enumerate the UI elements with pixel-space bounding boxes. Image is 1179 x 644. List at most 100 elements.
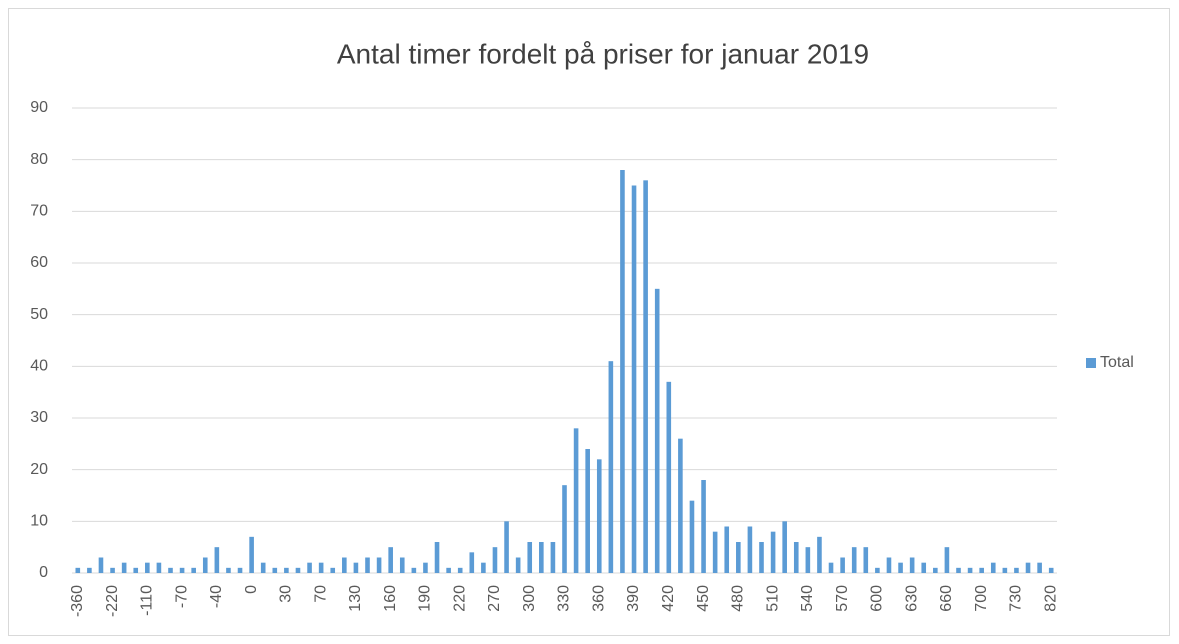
x-tick-label: 160 — [382, 585, 399, 612]
x-tick-label: 540 — [799, 585, 816, 612]
bar — [365, 557, 370, 573]
bar — [793, 542, 799, 573]
x-tick-label: 700 — [973, 585, 990, 612]
bar — [747, 526, 753, 573]
bar — [990, 562, 996, 573]
x-tick-label: -360 — [69, 585, 86, 617]
legend-swatch — [1086, 358, 1096, 368]
bar — [353, 562, 359, 573]
bar — [423, 562, 428, 573]
chart-title: Antal timer fordelt på priser for januar… — [337, 38, 869, 69]
bar — [562, 485, 567, 573]
bar — [585, 449, 590, 573]
bar — [330, 567, 336, 573]
x-tick-label: 660 — [938, 585, 955, 612]
bar — [573, 428, 579, 573]
x-tick-label: 270 — [486, 585, 503, 612]
bar — [260, 562, 266, 573]
bar — [863, 547, 869, 573]
bar — [678, 438, 683, 573]
bar — [179, 567, 185, 573]
bar — [226, 567, 231, 573]
bar — [701, 480, 706, 573]
bar — [1014, 567, 1019, 573]
bar — [434, 542, 440, 573]
x-tick-label: 420 — [660, 585, 677, 612]
bar — [759, 542, 764, 573]
bar — [851, 547, 857, 573]
bar — [87, 567, 92, 573]
bar — [145, 562, 150, 573]
bar — [342, 557, 347, 573]
x-tick-label: -220 — [104, 585, 121, 617]
bar — [168, 567, 173, 573]
x-tick-label: 390 — [625, 585, 642, 612]
bar — [909, 557, 915, 573]
bar — [608, 361, 614, 573]
bar — [504, 521, 509, 573]
legend-label: Total — [1100, 354, 1134, 371]
bar — [284, 567, 289, 573]
x-tick-label: -110 — [139, 585, 156, 616]
bar — [805, 547, 811, 573]
x-tick-label: 730 — [1008, 585, 1025, 612]
bar — [469, 552, 475, 573]
bar — [457, 567, 463, 573]
bar — [979, 567, 984, 573]
bar — [492, 547, 498, 573]
bar — [214, 547, 220, 573]
x-tick-label: 820 — [1042, 585, 1059, 612]
bar — [712, 531, 718, 573]
bar — [110, 567, 115, 573]
bar — [411, 567, 417, 573]
bar — [237, 567, 243, 573]
y-tick-label: 80 — [30, 151, 48, 168]
bar — [202, 557, 208, 573]
bar — [666, 381, 672, 573]
x-tick-label: 300 — [521, 585, 538, 612]
bar — [388, 547, 393, 573]
bar — [399, 557, 405, 573]
bar — [527, 542, 533, 573]
bar — [967, 567, 973, 573]
x-tick-label: 570 — [834, 585, 851, 612]
bar — [631, 185, 637, 573]
bar — [654, 288, 660, 573]
bar — [307, 562, 312, 573]
x-tick-label: 600 — [869, 585, 886, 612]
bar — [1037, 562, 1042, 573]
bar — [620, 170, 625, 573]
x-tick-label: -70 — [173, 585, 190, 608]
bar — [1002, 567, 1008, 573]
y-tick-label: 40 — [30, 358, 48, 375]
x-tick-label: -40 — [208, 585, 225, 608]
y-tick-label: 0 — [39, 564, 48, 581]
bar — [272, 567, 278, 573]
x-tick-label: 450 — [695, 585, 712, 612]
bar — [689, 500, 695, 573]
x-tick-label: 190 — [417, 585, 434, 612]
bar — [295, 567, 301, 573]
y-tick-label: 70 — [30, 203, 48, 220]
y-tick-label: 60 — [30, 254, 48, 271]
x-tick-label: 70 — [312, 585, 329, 603]
bar — [156, 562, 162, 573]
bar — [75, 567, 81, 573]
bar — [643, 180, 648, 574]
x-tick-label: 130 — [347, 585, 364, 612]
y-tick-label: 50 — [30, 306, 48, 323]
bar — [121, 562, 127, 573]
bar — [944, 547, 950, 573]
bar — [133, 567, 139, 573]
x-tick-label: 0 — [243, 585, 260, 594]
bar — [481, 562, 486, 573]
bar — [956, 567, 961, 573]
x-tick-label: 510 — [764, 585, 781, 612]
bar — [933, 567, 938, 573]
bar — [191, 567, 196, 573]
x-tick-label: 220 — [451, 585, 468, 612]
bar — [596, 459, 602, 573]
bar — [1048, 567, 1054, 573]
bar — [446, 567, 451, 573]
